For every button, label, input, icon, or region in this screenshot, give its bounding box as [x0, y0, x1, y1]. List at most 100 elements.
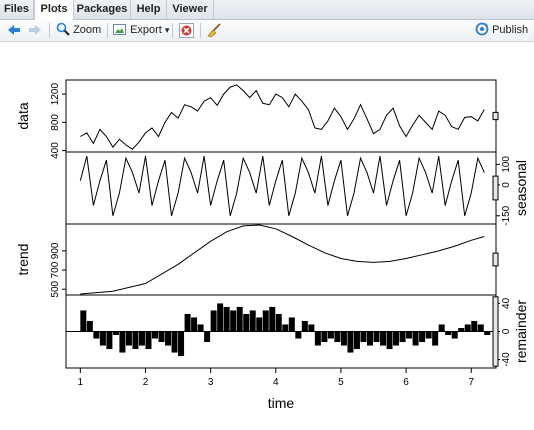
remainder-bar	[106, 331, 113, 350]
publish-icon	[475, 22, 489, 36]
y-tick-label: 700	[50, 261, 61, 278]
remainder-bar	[321, 331, 328, 343]
tab-help[interactable]: Help	[131, 0, 167, 19]
export-image-icon	[113, 24, 126, 35]
remainder-bar	[236, 306, 243, 332]
remainder-bar	[119, 331, 126, 353]
remainder-bar	[184, 313, 191, 332]
y-tick-label: 0	[501, 182, 512, 188]
export-button[interactable]: Export ▾	[113, 22, 169, 39]
remainder-bar	[262, 310, 269, 332]
export-label: Export	[130, 24, 162, 36]
toolbar-divider	[172, 23, 173, 38]
panel-frame-data	[65, 79, 497, 153]
remainder-bar	[308, 324, 315, 332]
x-tick-label: 2	[143, 377, 149, 388]
seasonal-series-line	[79, 155, 485, 216]
remainder-bar	[80, 310, 87, 332]
y-tick-label: 900	[50, 242, 61, 259]
y-tick-label: 400	[50, 142, 61, 159]
y-tick-label: 100	[501, 156, 512, 173]
remainder-bar	[152, 331, 158, 339]
remainder-bar	[145, 331, 152, 350]
remainder-bar	[125, 331, 132, 346]
remainder-bar	[217, 303, 224, 332]
range-bar-seasonal	[492, 175, 499, 201]
remainder-bar	[373, 331, 380, 343]
tab-files[interactable]: Files	[0, 0, 34, 19]
y-tick-label: 0	[501, 328, 512, 334]
remainder-bar	[438, 324, 445, 332]
publish-label: Publish	[492, 24, 529, 36]
forward-arrow-icon[interactable]	[28, 24, 42, 41]
remainder-bar	[412, 331, 419, 346]
remainder-bar	[484, 331, 491, 336]
remainder-bar	[464, 324, 471, 332]
pane-tab-bar: Files Plots Packages Help Viewer	[0, 0, 534, 20]
zoom-button[interactable]: Zoom	[56, 22, 101, 39]
remainder-bar	[301, 320, 308, 332]
remainder-bar	[393, 331, 400, 346]
remainder-bar	[458, 327, 465, 332]
y-tick-label: 800	[50, 114, 61, 131]
remainder-bar	[269, 306, 276, 332]
x-tick-label: 5	[338, 377, 344, 388]
remainder-bar	[347, 331, 354, 353]
remainder-bar	[93, 331, 100, 339]
x-tick-label: 1	[78, 377, 84, 388]
toolbar-divider	[49, 23, 50, 38]
remainder-bar	[223, 306, 230, 332]
remainder-bar	[243, 313, 250, 332]
remainder-bar	[406, 331, 413, 339]
remainder-bar	[171, 331, 178, 353]
remainder-bar	[204, 331, 211, 343]
remainder-bar	[132, 331, 139, 350]
remainder-bar	[399, 331, 406, 343]
x-tick-label: 4	[273, 377, 279, 388]
panel-frame-trend	[65, 223, 497, 296]
panel-ylabel-trend: trend	[15, 244, 31, 276]
panel-ylabel-data: data	[15, 102, 31, 129]
remainder-bar	[256, 317, 263, 332]
x-tick-label: 3	[208, 377, 214, 388]
remainder-bar	[477, 324, 484, 332]
remainder-bar	[288, 317, 295, 332]
tab-viewer[interactable]: Viewer	[167, 0, 214, 19]
remainder-bar	[314, 331, 321, 346]
remainder-bar	[99, 331, 106, 346]
y-tick-label: -40	[501, 352, 512, 367]
remainder-bar	[112, 331, 119, 336]
toolbar-divider	[200, 23, 201, 38]
y-tick-label: 500	[50, 280, 61, 297]
remainder-bar	[360, 331, 367, 343]
remainder-bar	[386, 331, 393, 350]
data-series-line	[80, 84, 485, 150]
range-bar-data	[492, 111, 499, 121]
x-axis-label: time	[268, 395, 295, 411]
back-arrow-icon[interactable]	[7, 24, 21, 41]
remainder-bar	[178, 331, 185, 357]
y-tick-label: -150	[501, 205, 512, 225]
remainder-bar	[471, 320, 478, 332]
broom-clear-icon[interactable]	[207, 23, 222, 40]
remainder-bar	[138, 331, 145, 346]
plots-toolbar: Zoom Export ▾ Publish	[0, 20, 534, 42]
panel-ylabel-seasonal: seasonal	[513, 160, 529, 216]
tab-plots[interactable]: Plots	[34, 0, 74, 20]
remainder-bar	[275, 313, 282, 332]
remainder-bar	[86, 320, 93, 332]
remainder-bar	[282, 324, 289, 332]
range-bar-remainder	[492, 296, 499, 367]
remainder-bar	[419, 331, 426, 343]
panel-ylabel-remainder: remainder	[513, 300, 529, 363]
remainder-bar	[340, 331, 347, 346]
remainder-bar	[432, 331, 439, 346]
remainder-bar	[445, 331, 452, 336]
remainder-bar	[380, 331, 387, 346]
tab-packages[interactable]: Packages	[74, 0, 131, 19]
publish-button[interactable]: Publish	[475, 22, 528, 39]
delete-plot-icon[interactable]	[179, 23, 194, 40]
remainder-bar	[327, 331, 334, 339]
remainder-bar	[367, 331, 373, 346]
remainder-bar	[197, 324, 204, 332]
